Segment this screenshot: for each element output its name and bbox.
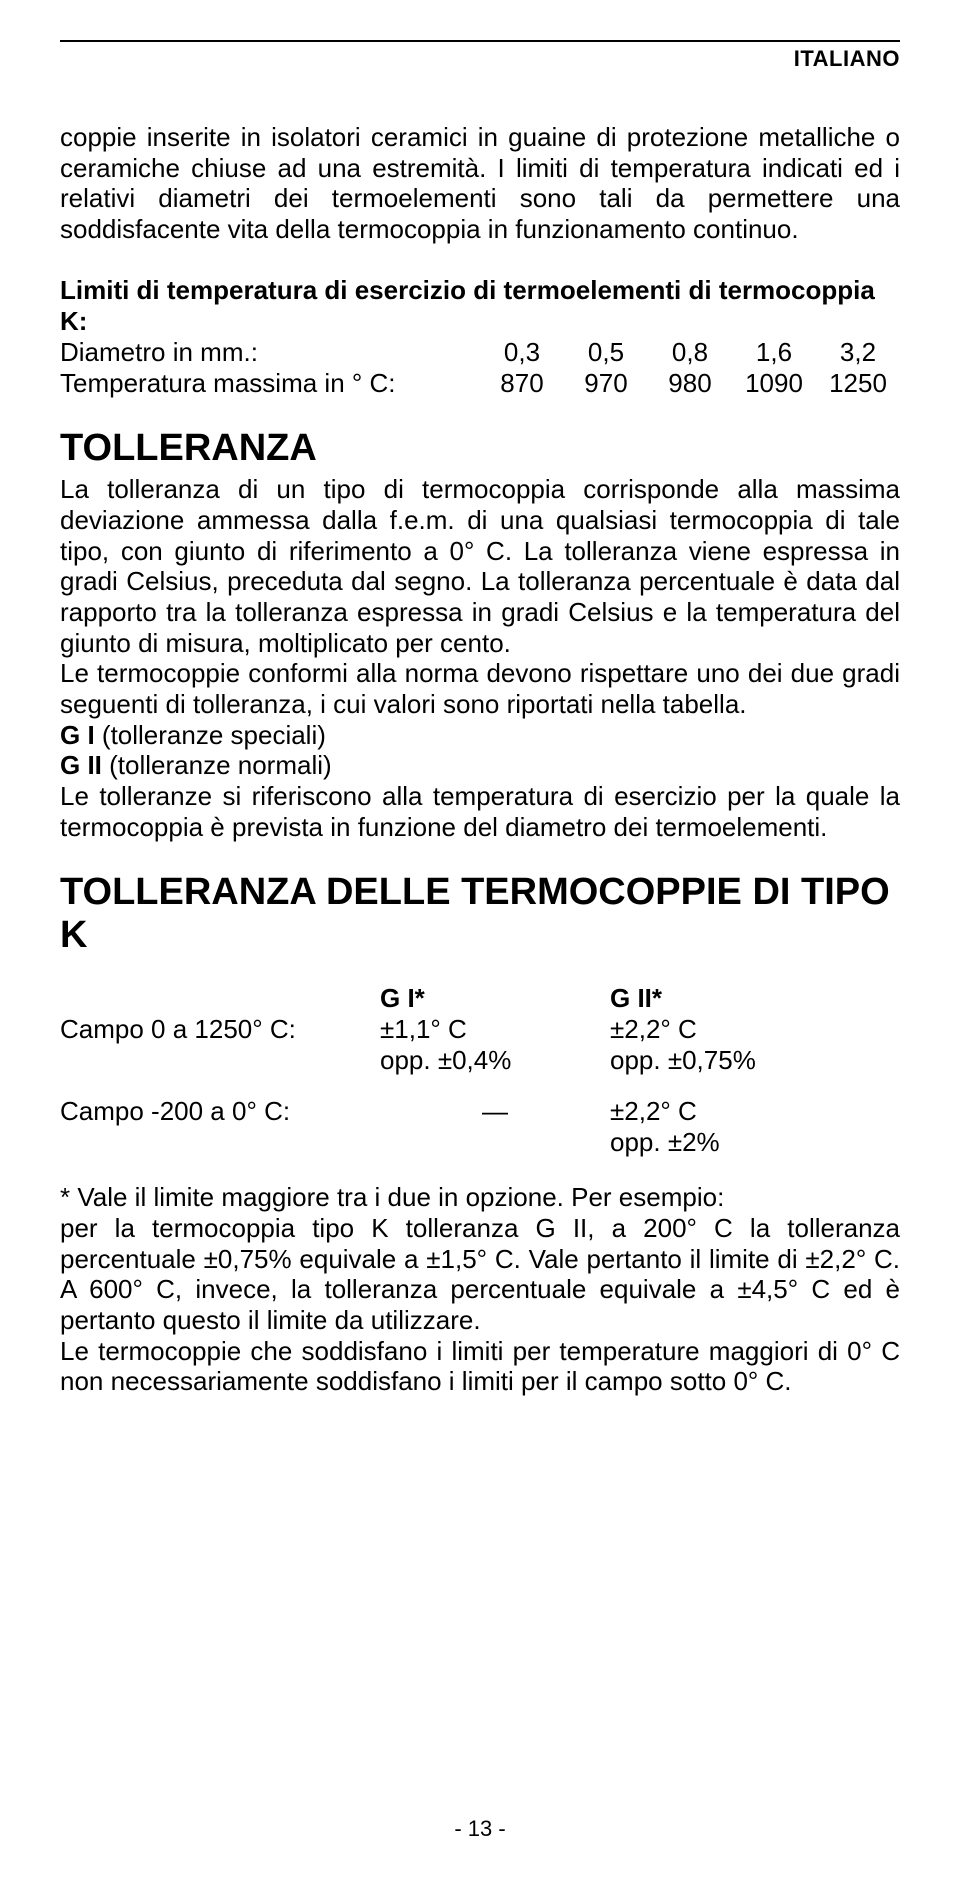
tolerance-k-row2a: Campo -200 a 0° C: — ±2,2° C (60, 1096, 900, 1127)
limits-diam-v3: 1,6 (732, 337, 816, 368)
tolerance-k-header: G I* G II* (60, 983, 900, 1014)
tolerance-g2-label: G II (60, 750, 102, 780)
tolerance-k-row2-g2a: ±2,2° C (610, 1096, 840, 1127)
limits-temp-v2: 980 (648, 368, 732, 399)
limits-block: Limiti di temperatura di esercizio di te… (60, 275, 900, 400)
limits-diam-v0: 0,3 (480, 337, 564, 368)
tolerance-g2: G II (tolleranze normali) (60, 750, 900, 781)
limits-temp-values: 870 970 980 1090 1250 (480, 368, 900, 399)
limits-temp-v0: 870 (480, 368, 564, 399)
tolerance-k-row1-g2b: opp. ±0,75% (610, 1045, 840, 1076)
tolerance-k-header-spacer (60, 983, 380, 1014)
tolerance-k-row1-g1b: opp. ±0,4% (380, 1045, 610, 1076)
footnote-p2: per la termocoppia tipo K tolleranza G I… (60, 1213, 900, 1336)
tolerance-g1-desc: (tolleranze speciali) (102, 720, 326, 750)
tolerance-k-row1-spacer (60, 1045, 380, 1076)
tolerance-g1: G I (tolleranze speciali) (60, 720, 900, 751)
limits-title: Limiti di temperatura di esercizio di te… (60, 275, 900, 337)
limits-temp-label: Temperatura massima in ° C: (60, 368, 480, 399)
tolerance-k-header-g1: G I* (380, 983, 610, 1014)
tolerance-k-row1-g2a: ±2,2° C (610, 1014, 840, 1045)
tolerance-k-row1b: opp. ±0,4% opp. ±0,75% (60, 1045, 900, 1076)
tolerance-k-row2-g1a: — (380, 1096, 610, 1127)
footnote-block: * Vale il limite maggiore tra i due in o… (60, 1182, 900, 1397)
header-language-label: ITALIANO (794, 46, 900, 72)
tolerance-k-table: G I* G II* Campo 0 a 1250° C: ±1,1° C ±2… (60, 983, 900, 1159)
tolerance-g1-label: G I (60, 720, 95, 750)
limits-diam-v4: 3,2 (816, 337, 900, 368)
tolerance-p2: Le termocoppie conformi alla norma devon… (60, 658, 900, 719)
tolerance-k-header-g2: G II* (610, 983, 840, 1014)
footnote-p3: Le termocoppie che soddisfano i limiti p… (60, 1336, 900, 1397)
tolerance-p3: Le tolleranze si riferiscono alla temper… (60, 781, 900, 842)
limits-row-temperature: Temperatura massima in ° C: 870 970 980 … (60, 368, 900, 399)
tolerance-k-row2-label: Campo -200 a 0° C: (60, 1096, 380, 1127)
tolerance-k-gap (60, 1076, 900, 1096)
tolerance-k-row2b: opp. ±2% (60, 1127, 900, 1158)
limits-diam-v1: 0,5 (564, 337, 648, 368)
limits-diam-label: Diametro in mm.: (60, 337, 480, 368)
limits-row-diameter: Diametro in mm.: 0,3 0,5 0,8 1,6 3,2 (60, 337, 900, 368)
limits-diam-v2: 0,8 (648, 337, 732, 368)
limits-temp-v1: 970 (564, 368, 648, 399)
limits-temp-v3: 1090 (732, 368, 816, 399)
intro-paragraph: coppie inserite in isolatori ceramici in… (60, 122, 900, 245)
header-rule: ITALIANO (60, 40, 900, 42)
tolerance-g2-desc: (tolleranze normali) (109, 750, 332, 780)
limits-diam-values: 0,3 0,5 0,8 1,6 3,2 (480, 337, 900, 368)
tolerance-p1: La tolleranza di un tipo di termocoppia … (60, 474, 900, 658)
tolerance-k-row2-g1b (380, 1127, 610, 1158)
tolerance-k-row1-g1a: ±1,1° C (380, 1014, 610, 1045)
footnote-p1: * Vale il limite maggiore tra i due in o… (60, 1182, 900, 1213)
limits-temp-v4: 1250 (816, 368, 900, 399)
tolerance-k-row1a: Campo 0 a 1250° C: ±1,1° C ±2,2° C (60, 1014, 900, 1045)
tolerance-title: TOLLERANZA (60, 427, 900, 470)
tolerance-k-row1-label: Campo 0 a 1250° C: (60, 1014, 380, 1045)
tolerance-k-row2-g2b: opp. ±2% (610, 1127, 840, 1158)
tolerance-k-row2-spacer (60, 1127, 380, 1158)
page-number: - 13 - (0, 1816, 960, 1842)
tolerance-k-title: TOLLERANZA DELLE TERMOCOPPIE DI TIPO K (60, 871, 900, 957)
